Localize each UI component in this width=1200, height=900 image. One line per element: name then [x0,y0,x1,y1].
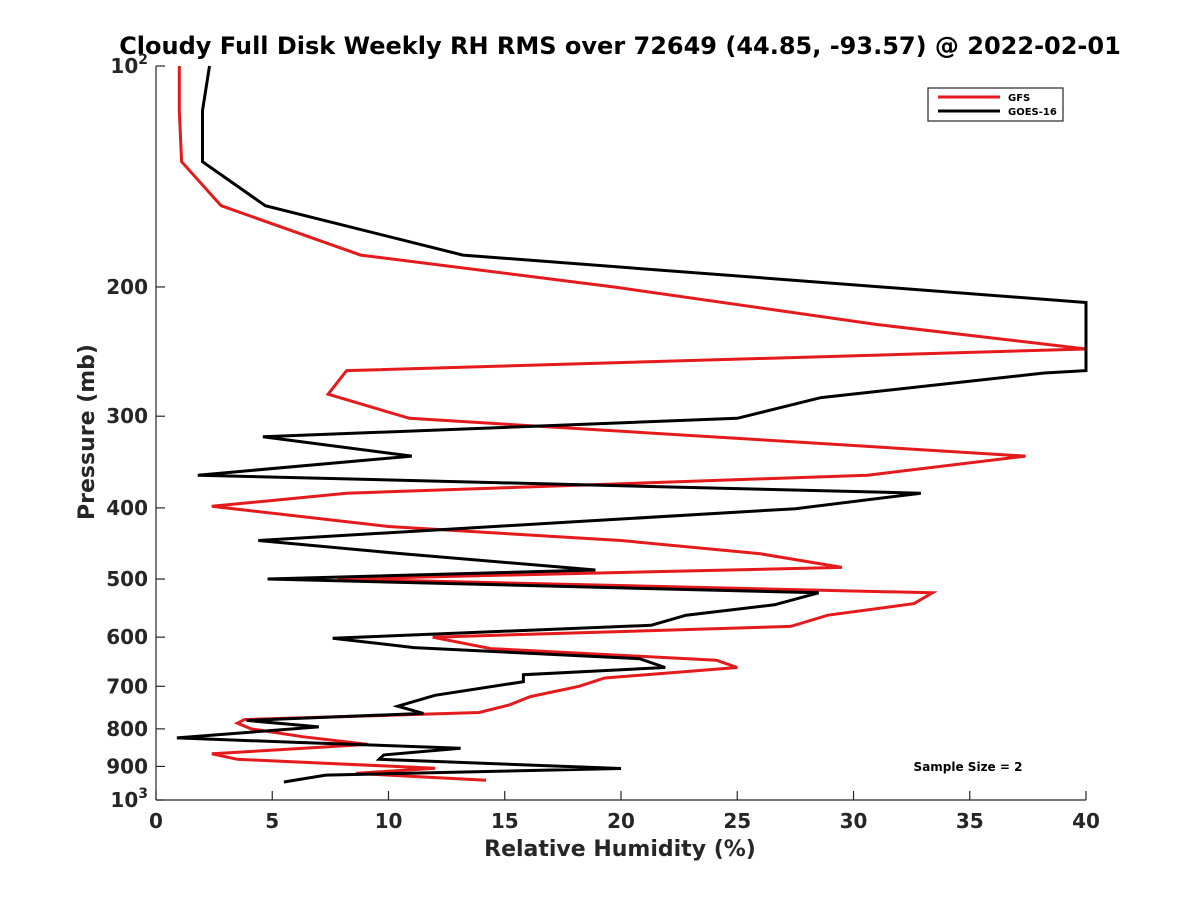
y-tick-label: 800 [106,717,148,741]
x-tick-label: 0 [149,809,163,833]
x-axis: 0 5 10 15 20 25 30 35 40 [149,791,1100,833]
series-line-gfs [177,66,1087,782]
y-axis: 102 200 300 400 500 600 700 800 900 103 [106,52,165,812]
y-tick-label: 102 [110,52,148,78]
legend-box [927,87,1064,122]
y-tick-label: 700 [106,674,148,698]
y-tick-label: 103 [110,786,148,812]
y-axis-label: Pressure (mb) [75,344,100,520]
y-tick-label: 200 [106,275,148,299]
x-tick-label: 40 [1072,809,1100,833]
legend: GFS GOES-16 [927,87,1064,122]
x-tick-label: 15 [491,809,519,833]
x-tick-label: 5 [265,809,279,833]
x-tick-label: 10 [375,809,403,833]
y-tick-label: 600 [106,625,148,649]
y-tick-label: 400 [106,496,148,520]
plot-frame [155,66,1086,801]
chart-title: Cloudy Full Disk Weekly RH RMS over 7264… [119,32,1121,60]
series-layer [176,65,1088,784]
x-axis-label: Relative Humidity (%) [484,837,756,862]
y-tick-label: 500 [106,567,148,591]
x-tick-label: 20 [607,809,635,833]
y-tick-label: 900 [106,754,148,778]
x-tick-label: 30 [840,809,868,833]
legend-entry: GFS [1008,93,1030,104]
y-tick-label: 300 [106,404,148,428]
series-line-goes-16 [176,65,1088,784]
x-tick-label: 25 [723,809,751,833]
sample-size-annotation: Sample Size = 2 [914,760,1023,774]
x-tick-label: 35 [956,809,984,833]
legend-entry: GOES-16 [1008,107,1057,118]
